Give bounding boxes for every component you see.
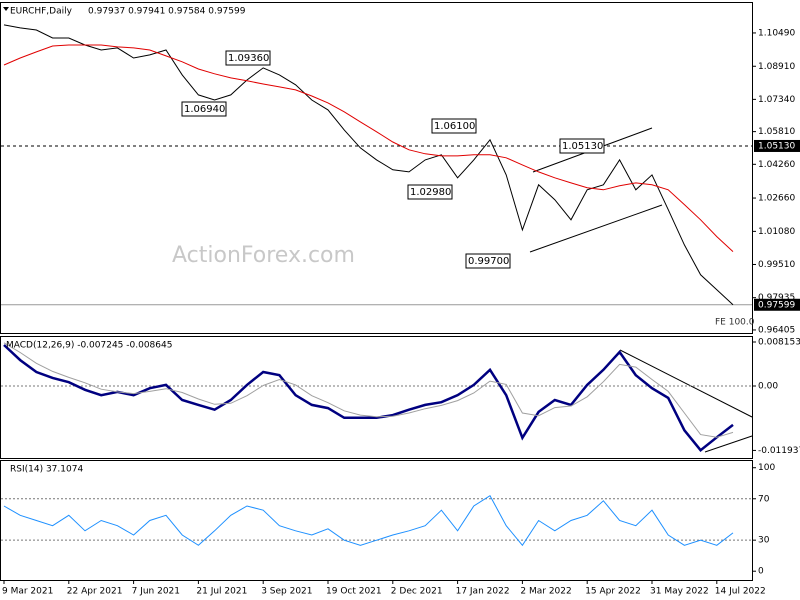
y-tick-label: 1.07340 bbox=[758, 95, 795, 105]
series-line bbox=[3, 344, 734, 452]
x-tick-label: 3 Sep 2021 bbox=[261, 587, 312, 597]
trend-line bbox=[704, 435, 753, 453]
y-tick-label: 1.01080 bbox=[758, 227, 795, 237]
series-line bbox=[3, 44, 734, 252]
x-tick-label: 7 Jun 2021 bbox=[132, 587, 180, 597]
macd-panel bbox=[0, 336, 753, 459]
rsi-panel bbox=[0, 460, 753, 581]
series-line bbox=[3, 342, 734, 438]
y-tick-label: 0.96405 bbox=[758, 325, 795, 335]
annotation-box bbox=[225, 50, 271, 66]
price-panel bbox=[0, 2, 753, 334]
x-tick-label: 2 Dec 2021 bbox=[391, 587, 443, 597]
panel-subtitle: 0.97937 0.97941 0.97584 0.97599 bbox=[88, 7, 246, 17]
annotation: 1.06100 bbox=[434, 121, 475, 132]
level-label: 1.05130 bbox=[758, 141, 795, 151]
annotation-box bbox=[559, 138, 605, 154]
trend-line bbox=[619, 349, 753, 418]
y-tick-label: -0.011937 bbox=[758, 446, 800, 456]
level-label-box bbox=[754, 298, 800, 311]
annotation: 0.99700 bbox=[468, 256, 509, 267]
x-tick-label: 17 Jan 2022 bbox=[456, 587, 510, 597]
annotation-box bbox=[465, 253, 511, 269]
level-label-box bbox=[754, 139, 800, 152]
channel-line bbox=[529, 204, 663, 253]
x-tick-label: 9 Mar 2021 bbox=[2, 587, 53, 597]
panel-title: RSI(14) 37.1074 bbox=[10, 465, 83, 475]
series-line bbox=[3, 24, 734, 306]
y-tick-label: 30 bbox=[758, 536, 770, 546]
annotation-box bbox=[181, 101, 227, 117]
annotation-box bbox=[431, 118, 477, 134]
x-tick-label: 31 May 2022 bbox=[650, 587, 709, 597]
series-line bbox=[3, 494, 734, 547]
y-tick-label: 1.08910 bbox=[758, 62, 795, 72]
level-label: 0.97599 bbox=[758, 300, 795, 310]
panel-title: MACD(12,26,9) -0.007245 -0.008645 bbox=[6, 341, 172, 351]
menu-arrow bbox=[3, 7, 9, 11]
y-tick-label: 1.10490 bbox=[758, 28, 795, 38]
annotation: 1.06940 bbox=[184, 104, 225, 115]
annotation: FE 100.0 bbox=[715, 318, 755, 328]
x-tick-label: 22 Apr 2021 bbox=[67, 587, 123, 597]
y-tick-label: 1.05810 bbox=[758, 127, 795, 137]
y-tick-label: 1.02660 bbox=[758, 194, 795, 204]
annotation: 1.05130 bbox=[562, 141, 603, 152]
watermark: ActionForex.com bbox=[172, 243, 355, 268]
y-tick-label: 0.008153 bbox=[758, 338, 800, 348]
y-tick-label: 100 bbox=[758, 463, 775, 473]
y-tick-label: 0.00 bbox=[758, 382, 778, 392]
y-tick-label: 70 bbox=[758, 494, 770, 504]
x-tick-label: 19 Oct 2021 bbox=[326, 587, 382, 597]
annotation: 1.02980 bbox=[410, 187, 451, 198]
annotation: 1.09360 bbox=[228, 53, 269, 64]
y-tick-label: 0 bbox=[758, 567, 764, 577]
x-tick-label: 2 Mar 2022 bbox=[520, 587, 571, 597]
panel-title: EURCHF,Daily bbox=[10, 7, 73, 17]
x-tick-label: 14 Jul 2022 bbox=[715, 587, 766, 597]
x-tick-label: 15 Apr 2022 bbox=[585, 587, 641, 597]
annotation-box bbox=[407, 184, 453, 200]
y-tick-label: 0.97935 bbox=[758, 293, 795, 303]
y-tick-label: 1.04260 bbox=[758, 160, 795, 170]
y-tick-label: 0.99510 bbox=[758, 260, 795, 270]
x-tick-label: 21 Jul 2021 bbox=[196, 587, 247, 597]
